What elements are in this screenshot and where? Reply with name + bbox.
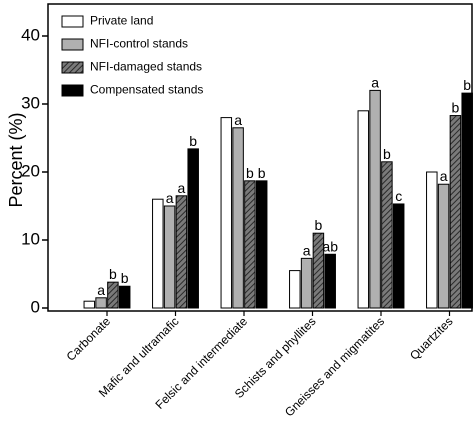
legend: Private land NFI-control stands NFI-damage… bbox=[61, 14, 203, 97]
bar-4-1 bbox=[118, 285, 131, 309]
bar-2-3 bbox=[232, 127, 244, 309]
bar-2-4 bbox=[300, 257, 313, 309]
sig-label-4-5: c bbox=[395, 188, 402, 204]
y-axis: 0 10 20 30 40 bbox=[21, 25, 48, 316]
x-tick-label-6: Quartzites bbox=[407, 314, 456, 363]
legend-label-3: NFI-damaged stands bbox=[90, 60, 202, 74]
y-tick-label-40: 40 bbox=[21, 25, 40, 44]
bar-1-2 bbox=[152, 198, 164, 309]
legend-swatch-2 bbox=[61, 38, 84, 51]
sig-label-2-4: a bbox=[303, 242, 311, 258]
bar-4-6 bbox=[461, 92, 473, 309]
legend-swatch-4 bbox=[61, 84, 84, 97]
sig-label-4-1: b bbox=[121, 270, 129, 286]
bars bbox=[83, 89, 473, 309]
sig-label-4-6: b bbox=[463, 77, 471, 93]
bar-3-1 bbox=[107, 281, 119, 309]
bar-3-4 bbox=[312, 232, 325, 309]
bar-1-1 bbox=[83, 300, 96, 309]
bar-2-6 bbox=[437, 183, 450, 309]
bar-1-4 bbox=[289, 270, 301, 309]
y-tick-label-30: 30 bbox=[21, 93, 40, 112]
sig-label-3-1: b bbox=[109, 266, 117, 282]
legend-swatch-3 bbox=[61, 61, 84, 74]
bar-4-4 bbox=[324, 253, 336, 309]
bar-4-5 bbox=[392, 203, 405, 309]
bar-1-6 bbox=[426, 171, 438, 309]
y-tick-label-20: 20 bbox=[21, 161, 40, 180]
legend-label-2: NFI-control stands bbox=[90, 37, 188, 51]
bar-3-6 bbox=[449, 115, 462, 309]
sig-label-2-5: a bbox=[371, 74, 379, 90]
bar-1-5 bbox=[357, 110, 370, 309]
bar-3-5 bbox=[381, 161, 393, 309]
sig-label-4-2: b bbox=[189, 133, 197, 149]
x-tick-label-1: Carbonate bbox=[64, 314, 114, 364]
bar-1-3 bbox=[220, 117, 233, 309]
sig-label-2-1: a bbox=[97, 282, 105, 298]
bar-4-2 bbox=[187, 148, 199, 309]
y-tick-label-0: 0 bbox=[31, 297, 40, 316]
legend-label-4: Compensated stands bbox=[90, 83, 203, 97]
sig-label-3-3: b bbox=[246, 165, 254, 181]
sig-label-2-2: a bbox=[166, 190, 174, 206]
legend-label-1: Private land bbox=[90, 14, 153, 28]
bar-2-2 bbox=[163, 205, 176, 309]
sig-label-3-2: a bbox=[178, 180, 186, 196]
sig-label-3-4: b bbox=[315, 217, 323, 233]
bar-3-3 bbox=[244, 180, 256, 309]
bar-2-1 bbox=[95, 297, 107, 309]
sig-label-3-6: b bbox=[452, 100, 460, 116]
sig-label-4-4: ab bbox=[322, 238, 338, 254]
bar-3-2 bbox=[175, 195, 188, 309]
sig-label-4-3: b bbox=[258, 165, 266, 181]
legend-swatch-1 bbox=[61, 15, 84, 28]
y-axis-label: Percent (%) bbox=[6, 112, 26, 207]
bar-4-3 bbox=[255, 180, 268, 309]
bar-2-5 bbox=[369, 89, 381, 309]
sig-label-2-6: a bbox=[440, 168, 448, 184]
sig-label-2-3: a bbox=[234, 112, 242, 128]
sig-label-3-5: b bbox=[383, 146, 391, 162]
y-tick-label-10: 10 bbox=[21, 229, 40, 248]
